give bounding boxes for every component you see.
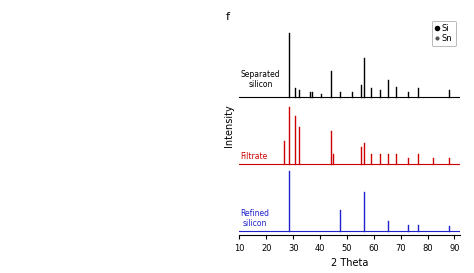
Text: Filtrate: Filtrate xyxy=(241,152,268,161)
Text: Separated
silicon: Separated silicon xyxy=(241,70,280,89)
Text: Refined
silicon: Refined silicon xyxy=(241,209,270,228)
Text: f: f xyxy=(226,12,230,22)
Legend: Si, Sn: Si, Sn xyxy=(432,20,456,46)
X-axis label: 2 Theta: 2 Theta xyxy=(331,258,368,268)
Y-axis label: Intensity: Intensity xyxy=(224,104,234,147)
